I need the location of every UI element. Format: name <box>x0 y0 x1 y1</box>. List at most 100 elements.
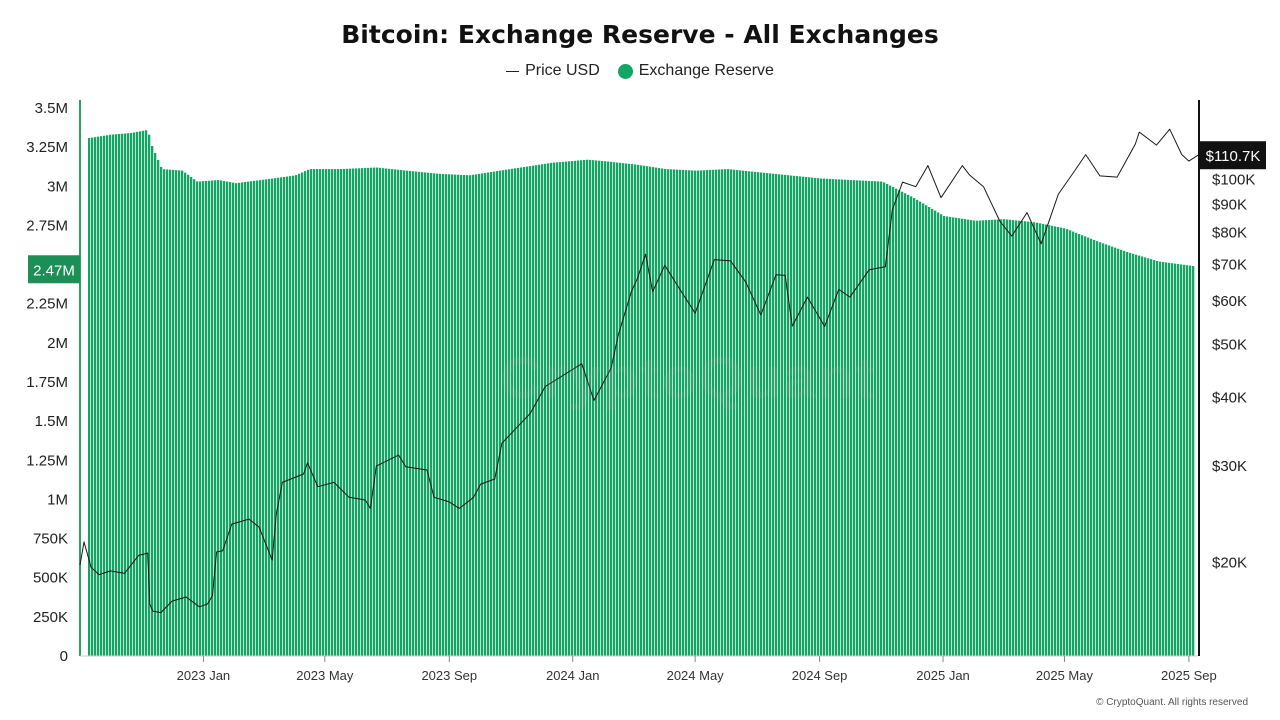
reserve-bar <box>424 172 427 656</box>
reserve-bar <box>820 178 823 656</box>
reserve-bar <box>544 163 547 656</box>
reserve-bar <box>553 162 556 657</box>
reserve-bar <box>139 131 142 656</box>
legend-label-reserve: Exchange Reserve <box>638 62 774 79</box>
reserve-bar <box>757 172 760 656</box>
reserve-bar <box>592 160 595 656</box>
reserve-bar <box>754 171 757 656</box>
current-value-badges: 2.47M $110.7K <box>28 141 1266 284</box>
reserve-bar <box>1015 220 1018 656</box>
reserve-bar <box>574 160 577 657</box>
reserve-bar <box>121 133 124 656</box>
reserve-bar <box>1111 246 1114 657</box>
reserve-bar <box>1090 238 1093 656</box>
reserve-bar <box>631 164 634 656</box>
reserve-bar <box>442 174 445 657</box>
reserve-bar <box>538 164 541 656</box>
reserve-bar <box>874 181 877 657</box>
reserve-bar <box>964 219 967 656</box>
reserve-bar <box>430 173 433 657</box>
reserve-bar <box>238 182 241 656</box>
reserve-bar <box>343 168 346 656</box>
reserve-bar <box>508 169 511 657</box>
legend-item-price[interactable]: Price USD <box>506 62 600 80</box>
legend-line-swatch <box>506 70 520 72</box>
reserve-bar <box>943 216 946 657</box>
reserve-bar <box>760 172 763 657</box>
reserve-bar <box>1066 229 1069 656</box>
reserve-bar <box>190 177 193 656</box>
reserve-bar <box>1186 265 1189 656</box>
reserve-bar <box>565 161 568 656</box>
reserve-bar <box>988 219 991 656</box>
reserve-bar <box>613 162 616 657</box>
reserve-bar <box>616 162 619 656</box>
reserve-bar <box>577 160 580 656</box>
reserve-bar <box>418 171 421 656</box>
reserve-bar <box>106 135 109 656</box>
reserve-bar <box>1006 219 1009 656</box>
x-tick-label: 2023 May <box>296 668 354 683</box>
reserve-bar <box>976 220 979 656</box>
reserve-bar <box>925 205 928 656</box>
reserve-bar <box>844 179 847 656</box>
reserve-bar <box>979 220 982 657</box>
reserve-bar <box>1177 264 1180 656</box>
reserve-bar <box>268 178 271 656</box>
reserve-bar <box>721 169 724 656</box>
reserve-bar <box>169 169 172 657</box>
y-left-tick-label: 750K <box>33 531 68 548</box>
reserve-bar <box>460 174 463 656</box>
reserve-bar <box>586 159 589 657</box>
reserve-bar <box>421 172 424 656</box>
reserve-bar <box>1081 235 1084 656</box>
y-left-tick-label: 1.75M <box>26 374 68 391</box>
price-current-badge <box>1200 141 1266 170</box>
reserve-bar <box>556 162 559 656</box>
reserve-bar <box>364 167 367 656</box>
reserve-bar <box>853 180 856 656</box>
reserve-bar <box>640 165 643 657</box>
reserve-bar <box>1027 221 1030 656</box>
reserve-bar <box>1012 220 1015 656</box>
reserve-bar <box>763 172 766 656</box>
reserve-bar <box>208 180 211 656</box>
reserve-bar <box>1114 247 1117 657</box>
reserve-bar <box>379 167 382 656</box>
reserve-bar <box>331 169 334 656</box>
reserve-bar <box>505 169 508 656</box>
reserve-bar <box>661 168 664 656</box>
reserve-bar <box>1132 253 1135 656</box>
reserve-bar <box>1054 226 1057 656</box>
reserve-bar <box>550 162 553 657</box>
y-left-tick-label: 2.75M <box>26 217 68 234</box>
y-right-tick-label: $40K <box>1212 389 1247 406</box>
reserve-bar <box>229 182 232 657</box>
reserve-bar <box>607 161 610 656</box>
reserve-bar <box>193 179 196 656</box>
reserve-bar <box>1156 260 1159 656</box>
reserve-bar <box>514 168 517 657</box>
reserve-bar <box>172 169 175 657</box>
reserve-bar <box>1045 224 1048 656</box>
reserve-bar <box>487 172 490 656</box>
reserve-bar <box>340 169 343 656</box>
reserve-bar <box>484 172 487 656</box>
reserve-bar <box>685 170 688 656</box>
reserve-bar <box>817 178 820 656</box>
reserve-bar <box>1159 261 1162 656</box>
legend-item-reserve[interactable]: Exchange Reserve <box>617 62 774 80</box>
reserve-bar <box>601 160 604 656</box>
reserve-bar <box>907 194 910 656</box>
reserve-bar <box>454 174 457 656</box>
reserve-bar <box>1168 262 1171 656</box>
reserve-bar <box>970 220 973 656</box>
reserve-bar <box>628 163 631 656</box>
reserve-bar <box>655 167 658 656</box>
reserve-bar <box>1030 221 1033 657</box>
reserve-bar <box>913 198 916 656</box>
reserve-bar <box>283 176 286 656</box>
reserve-bar <box>376 167 379 656</box>
reserve-bar <box>457 174 460 656</box>
